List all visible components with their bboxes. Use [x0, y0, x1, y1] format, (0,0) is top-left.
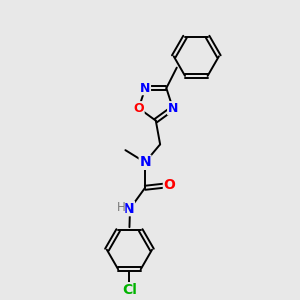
Text: O: O: [164, 178, 175, 193]
Text: N: N: [139, 155, 151, 169]
Text: H: H: [116, 201, 125, 214]
Text: Cl: Cl: [122, 283, 137, 297]
Text: N: N: [123, 202, 134, 216]
Text: N: N: [168, 102, 178, 115]
Text: N: N: [140, 82, 150, 94]
Text: O: O: [134, 102, 144, 115]
